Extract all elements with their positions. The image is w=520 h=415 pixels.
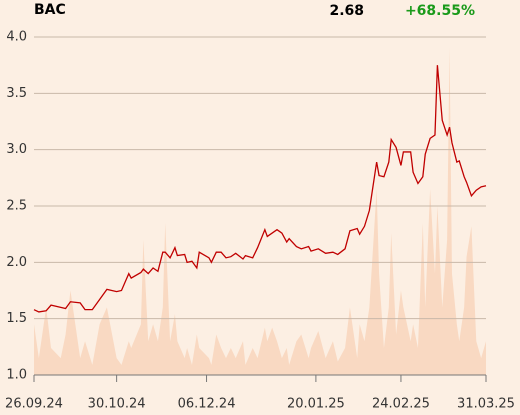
symbol: BAC: [34, 2, 66, 18]
y-tick-label: 2.5: [6, 199, 27, 214]
volume-area: [34, 47, 486, 375]
y-tick-label: 3.5: [6, 86, 27, 101]
price-line: [33, 65, 487, 313]
y-tick-label: 1.5: [6, 311, 27, 326]
x-tick-label: 31.03.25: [457, 397, 515, 412]
change: +68.55%: [405, 3, 475, 19]
y-tick-label: 4.0: [6, 30, 27, 45]
x-tick-label: 30.10.24: [88, 397, 146, 412]
x-tick-label: 06.12.24: [178, 397, 236, 412]
y-tick-label: 3.0: [6, 142, 27, 157]
x-tick-label: 20.01.25: [287, 397, 345, 412]
y-tick-label: 2.0: [6, 255, 27, 270]
y-tick-label: 1.0: [6, 368, 27, 383]
last-price: 2.68: [329, 3, 364, 19]
x-tick-label: 24.02.25: [372, 397, 430, 412]
x-tick-label: 26.09.24: [5, 397, 63, 412]
